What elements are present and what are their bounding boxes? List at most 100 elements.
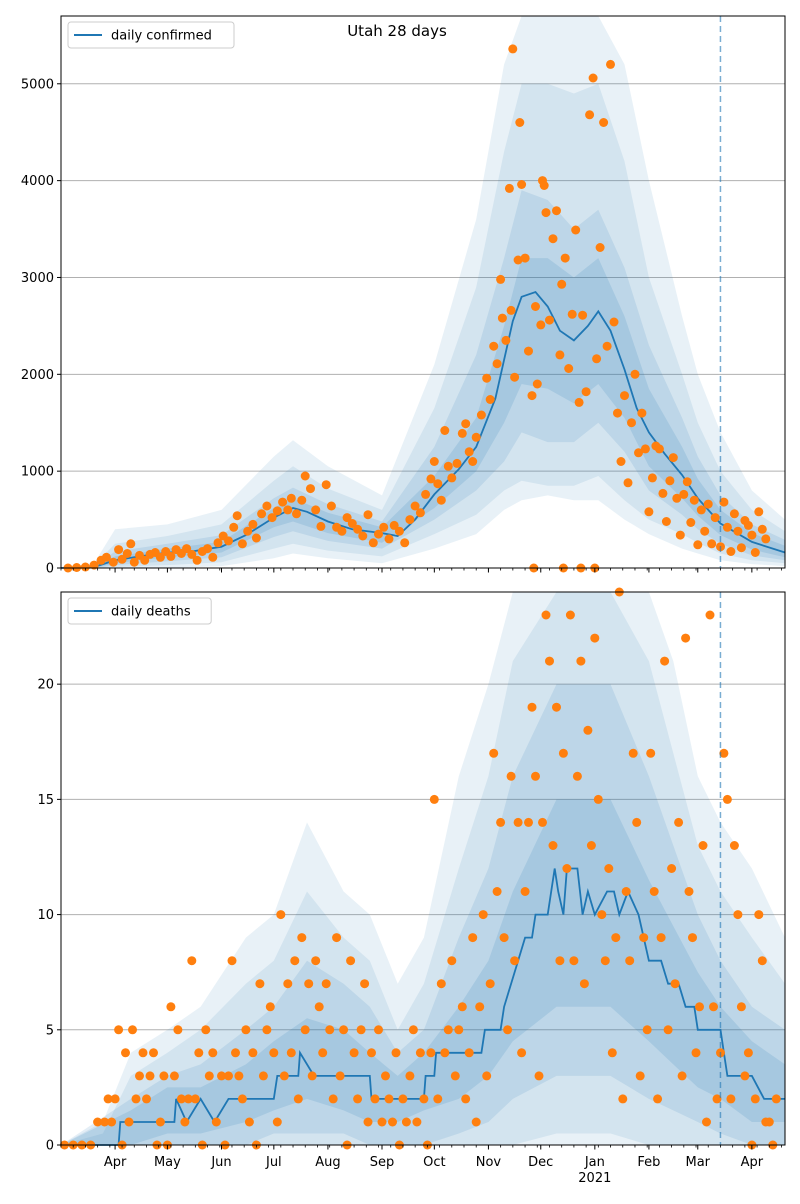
- observed-point: [576, 656, 586, 666]
- observed-point: [405, 1071, 415, 1081]
- observed-point: [232, 511, 242, 521]
- observed-point: [581, 387, 591, 397]
- observed-point: [489, 748, 499, 758]
- observed-point: [447, 956, 457, 966]
- observed-point: [384, 534, 394, 544]
- observed-point: [286, 1048, 296, 1058]
- observed-point: [729, 841, 739, 850]
- observed-point: [665, 476, 675, 486]
- observed-point: [283, 979, 293, 989]
- observed-point: [602, 341, 612, 351]
- observed-point: [272, 1117, 282, 1127]
- observed-point: [475, 1002, 485, 1012]
- observed-point: [635, 1071, 645, 1081]
- uncertainty-band-4: [61, 799, 785, 1145]
- observed-point: [415, 508, 425, 518]
- observed-point: [548, 841, 558, 850]
- confirmed-axes-frame: [60, 15, 786, 569]
- observed-point: [733, 526, 743, 536]
- y-tick-label: 15: [37, 793, 54, 808]
- observed-point: [108, 557, 118, 567]
- observed-point: [552, 702, 561, 712]
- observed-point: [447, 473, 457, 483]
- observed-point: [203, 544, 212, 554]
- observed-point: [337, 526, 347, 536]
- observed-point: [257, 509, 267, 519]
- observed-point: [520, 887, 530, 896]
- observed-point: [269, 1048, 279, 1058]
- observed-point: [736, 1002, 746, 1012]
- observed-point: [166, 551, 176, 561]
- observed-point: [663, 1025, 673, 1035]
- observed-point: [504, 183, 514, 193]
- legend-label: daily deaths: [111, 605, 191, 620]
- x-tick-label: Aug: [315, 1155, 340, 1170]
- observed-point: [757, 524, 767, 534]
- observed-point: [265, 1002, 275, 1012]
- observed-point: [426, 1048, 436, 1058]
- observed-point: [248, 519, 258, 529]
- observed-point: [709, 1002, 718, 1012]
- observed-point: [471, 432, 481, 442]
- observed-point: [754, 910, 764, 920]
- observed-point: [107, 1117, 117, 1127]
- observed-point: [468, 933, 478, 943]
- observed-point: [194, 1048, 204, 1058]
- observed-point: [129, 557, 139, 567]
- observed-point: [520, 253, 530, 263]
- observed-point: [552, 206, 561, 216]
- observed-point: [173, 1025, 183, 1035]
- observed-point: [754, 507, 764, 517]
- observed-point: [135, 1071, 144, 1081]
- observed-point: [719, 748, 729, 758]
- observed-point: [534, 1071, 544, 1081]
- confirmed-gridlines: [61, 83, 785, 472]
- observed-point: [634, 448, 643, 458]
- y-tick-label: 5000: [21, 77, 54, 92]
- observed-point: [297, 933, 307, 943]
- observed-point: [304, 979, 314, 989]
- observed-point: [485, 979, 495, 989]
- observed-point: [510, 956, 520, 966]
- observed-point: [532, 379, 542, 389]
- observed-point: [675, 530, 685, 540]
- x-tick-label: May: [154, 1155, 181, 1170]
- observed-point: [578, 310, 588, 320]
- observed-point: [647, 473, 657, 483]
- observed-point: [736, 543, 746, 553]
- observed-point: [508, 44, 518, 54]
- observed-point: [698, 841, 708, 850]
- legend-box: [67, 597, 212, 625]
- observed-point: [688, 933, 697, 943]
- observed-point: [138, 1048, 148, 1058]
- observed-point: [625, 956, 635, 966]
- observed-point: [231, 1048, 240, 1058]
- observed-point: [208, 1048, 218, 1058]
- observed-point: [531, 302, 540, 311]
- observed-point: [412, 1117, 422, 1127]
- observed-point: [314, 1002, 324, 1012]
- observed-point: [621, 887, 631, 896]
- observed-point: [398, 1094, 408, 1104]
- observed-point: [100, 1117, 110, 1127]
- observed-point: [211, 1117, 221, 1127]
- observed-point: [367, 1048, 376, 1058]
- observed-point: [121, 1048, 130, 1058]
- observed-point: [668, 453, 678, 463]
- observed-point: [693, 540, 703, 550]
- observed-point: [743, 1048, 753, 1058]
- observed-point: [560, 253, 570, 263]
- observed-point: [555, 350, 565, 360]
- observed-point: [272, 506, 282, 516]
- observed-point: [237, 1094, 247, 1104]
- observed-point: [131, 1094, 141, 1104]
- observed-point: [478, 910, 488, 920]
- observed-point: [558, 748, 568, 758]
- observed-point: [258, 1071, 268, 1081]
- observed-point: [564, 364, 574, 373]
- observed-point: [276, 910, 286, 920]
- observed-point: [321, 480, 331, 490]
- observed-point: [237, 539, 247, 549]
